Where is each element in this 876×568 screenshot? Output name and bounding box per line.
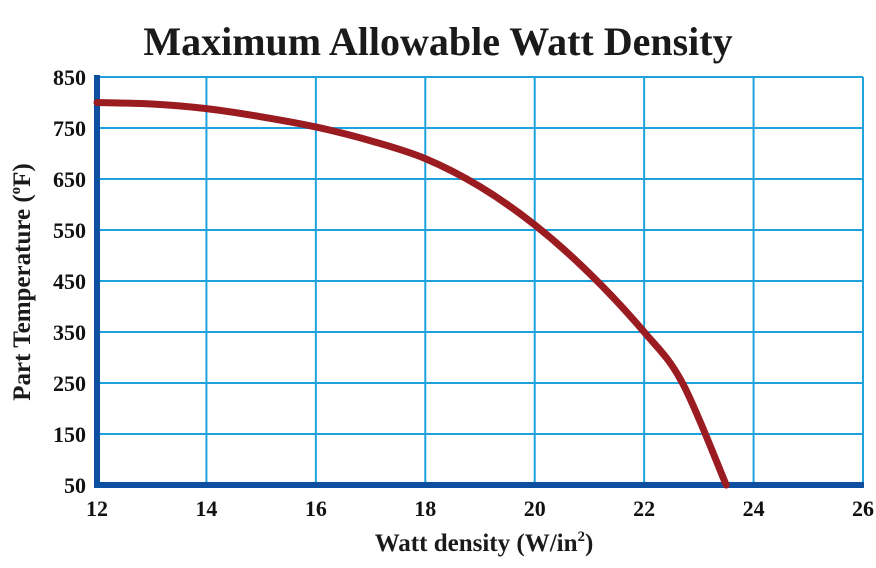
- x-axis-label: Watt density (W/in2): [375, 529, 594, 557]
- series-layer: [93, 99, 730, 489]
- x-tick-label-24: 24: [743, 496, 765, 521]
- x-tick-label-16: 16: [305, 496, 327, 521]
- series-line-0: [93, 99, 730, 489]
- y-tick-labels: 50 150 250 350 450 550 650 750 850: [53, 65, 86, 498]
- x-tick-label-22: 22: [633, 496, 655, 521]
- y-tick-label-50: 50: [64, 473, 86, 498]
- x-tick-labels: 12 14 16 18 20 22 24 26: [86, 496, 874, 521]
- y-tick-label-550: 550: [53, 218, 86, 243]
- x-tick-label-26: 26: [852, 496, 874, 521]
- x-tick-label-18: 18: [414, 496, 436, 521]
- x-tick-label-14: 14: [195, 496, 217, 521]
- y-tick-label-750: 750: [53, 116, 86, 141]
- y-tick-label-350: 350: [53, 320, 86, 345]
- y-axis-label: Part Temperature (oF): [8, 163, 36, 401]
- y-tick-label-850: 850: [53, 65, 86, 90]
- y-tick-label-450: 450: [53, 269, 86, 294]
- chart-title: Maximum Allowable Watt Density: [143, 19, 733, 64]
- x-tick-label-20: 20: [524, 496, 546, 521]
- x-tick-label-12: 12: [86, 496, 108, 521]
- grid-lines: [96, 76, 864, 486]
- y-tick-label-250: 250: [53, 371, 86, 396]
- axes: [94, 75, 864, 488]
- y-tick-label-650: 650: [53, 167, 86, 192]
- y-tick-label-150: 150: [53, 422, 86, 447]
